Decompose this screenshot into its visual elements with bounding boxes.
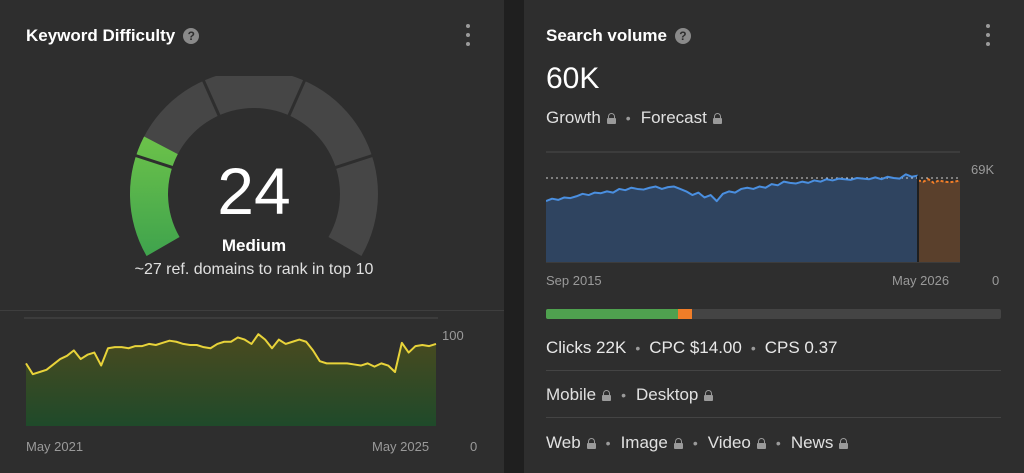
clicks-metric: Clicks 22K (546, 338, 627, 357)
cps-metric: CPS 0.37 (764, 338, 838, 357)
sv-metrics-row: Clicks 22K • CPC $14.00 • CPS 0.37 (546, 338, 838, 357)
sv-title: Search volume ? (546, 26, 691, 46)
kd-description: ~27 ref. domains to rank in top 10 (134, 261, 374, 278)
lock-icon (712, 112, 722, 124)
lock-icon (839, 437, 849, 449)
sv-x-end-label: May 2026 (892, 273, 950, 288)
lock-icon (606, 112, 616, 124)
kd-title: Keyword Difficulty ? (26, 26, 200, 46)
kd-y-max-label: 100 (442, 328, 464, 343)
sv-growth-forecast-row: Growth • Forecast (546, 108, 732, 128)
divider (546, 417, 1001, 418)
mobile-link[interactable]: Mobile (546, 385, 597, 404)
clicks-distribution-bar (546, 309, 1001, 319)
search-volume-card: Search volume ? 60K Growth • Forecast 69… (524, 0, 1024, 473)
desktop-link[interactable]: Desktop (636, 385, 699, 404)
gauge-track (129, 76, 378, 256)
gauge-segment-divider (287, 79, 307, 117)
help-icon[interactable]: ? (183, 28, 200, 44)
sv-title-text: Search volume (546, 26, 667, 45)
kd-history-chart (24, 317, 438, 426)
gauge-segment-divider (134, 153, 174, 170)
more-options-icon[interactable] (984, 24, 992, 46)
sv-value: 60K (546, 62, 600, 95)
kd-x-start-label: May 2021 (26, 439, 84, 454)
kd-level: Medium (221, 236, 287, 255)
video-link[interactable]: Video (707, 433, 751, 452)
forecast-link[interactable]: Forecast (640, 108, 707, 127)
image-link[interactable]: Image (620, 433, 668, 452)
lock-icon (602, 389, 612, 401)
kd-score: 24 (217, 154, 291, 228)
kd-area (26, 334, 436, 426)
lock-icon (756, 437, 766, 449)
sv-forecast-area (918, 179, 960, 262)
kd-gauge (129, 76, 378, 256)
growth-link[interactable]: Growth (546, 108, 601, 127)
sv-y-min-label: 0 (992, 273, 1000, 288)
lock-icon (586, 437, 596, 449)
kd-title-text: Keyword Difficulty (26, 26, 176, 45)
cpc-metric: CPC $14.00 (649, 338, 742, 357)
sv-y-max-label: 69K (971, 162, 995, 177)
lock-icon (704, 389, 714, 401)
gauge-segment-divider (201, 79, 221, 117)
gauge-segment-divider (334, 153, 374, 170)
sv-trend-chart (546, 151, 961, 263)
kd-y-min-label: 0 (470, 439, 478, 454)
keyword-difficulty-card: Keyword Difficulty ? 24 Medium ~27 ref. … (0, 0, 504, 473)
sv-forecast-line (917, 178, 961, 185)
sv-area (546, 174, 918, 262)
sv-type-row: Web • Image • Video • News (546, 433, 858, 453)
help-icon[interactable]: ? (674, 28, 691, 44)
more-options-icon[interactable] (464, 24, 472, 46)
organic-clicks-segment (546, 309, 678, 319)
sv-x-start-label: Sep 2015 (546, 273, 602, 288)
divider (546, 370, 1001, 371)
sv-line (546, 173, 919, 203)
paid-clicks-segment (677, 309, 692, 319)
kd-x-end-label: May 2025 (372, 439, 430, 454)
divider (0, 310, 504, 311)
web-link[interactable]: Web (546, 433, 581, 452)
news-link[interactable]: News (790, 433, 834, 452)
sv-device-row: Mobile • Desktop (546, 385, 723, 405)
lock-icon (673, 437, 683, 449)
kd-line (25, 333, 437, 376)
